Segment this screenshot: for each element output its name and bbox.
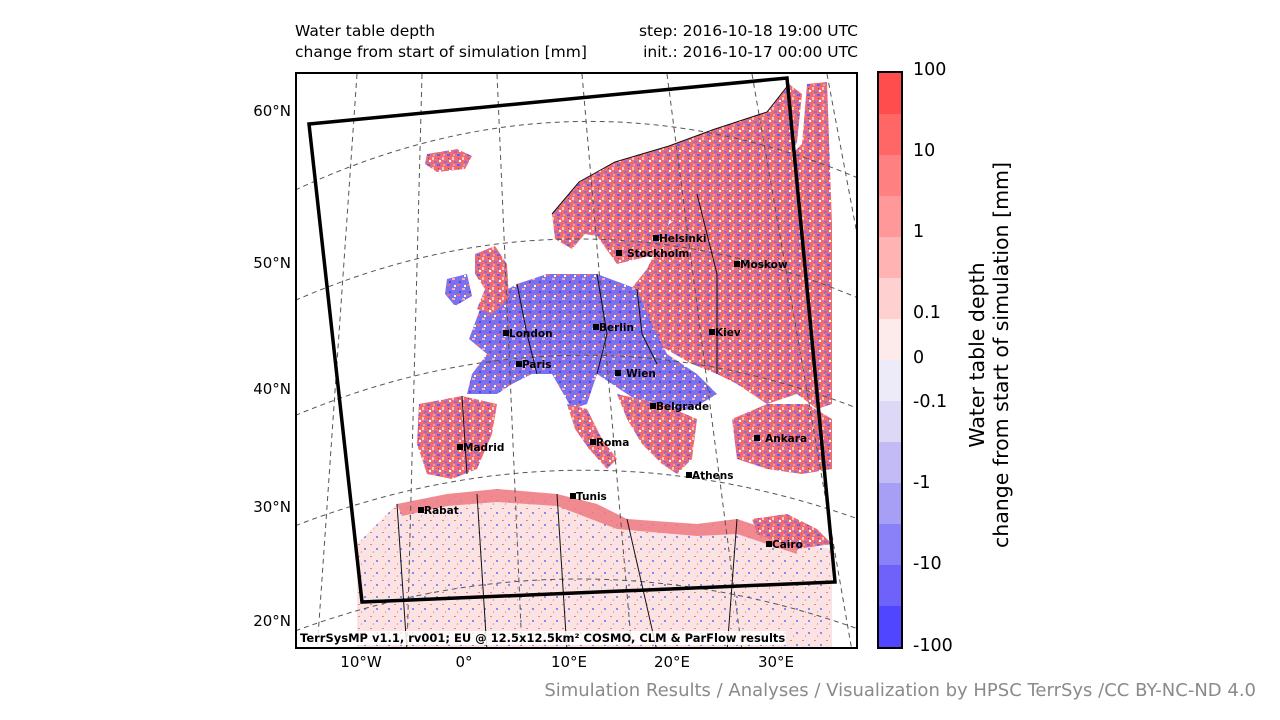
- colorbar-segment: [879, 401, 901, 442]
- lat-label-20n: 20°N: [253, 612, 291, 630]
- map-title: Water table depth change from start of s…: [295, 21, 587, 63]
- map-title-line2: change from start of simulation [mm]: [295, 43, 587, 61]
- model-domain-boundary: [307, 76, 837, 604]
- map-panel[interactable]: Helsinki Stockholm Moskow London Berlin …: [295, 72, 858, 649]
- colorbar-tick-label: 1: [913, 222, 925, 242]
- lat-label-30n: 30°N: [253, 498, 291, 516]
- city-marker-kiev[interactable]: Kiev: [709, 321, 741, 340]
- init-time: init.: 2016-10-17 00:00 UTC: [643, 43, 858, 61]
- colorbar-segment: [879, 196, 901, 237]
- europe-map: [297, 74, 856, 647]
- step-time: step: 2016-10-18 19:00 UTC: [638, 22, 858, 40]
- city-label: Paris: [522, 359, 552, 371]
- city-marker-helsinki[interactable]: Helsinki: [653, 227, 706, 246]
- britain-landmass: [475, 246, 509, 314]
- colorbar-tick-label: -100: [913, 636, 953, 656]
- city-label: London: [509, 328, 553, 340]
- colorbar-segment: [879, 606, 901, 647]
- balkans-landmass: [617, 394, 697, 474]
- colorbar-segment: [879, 319, 901, 360]
- lat-label-60n: 60°N: [253, 102, 291, 120]
- city-label: Rabat: [424, 505, 459, 517]
- city-marker-moskow[interactable]: Moskow: [734, 253, 788, 272]
- italy-landmass: [567, 404, 617, 469]
- lon-label-30e: 30°E: [757, 653, 795, 671]
- colorbar-tick-label: -1: [913, 473, 931, 493]
- colorbar-tick-label: 100: [913, 60, 947, 80]
- city-label: Wien: [626, 368, 656, 380]
- city-label: Roma: [596, 437, 630, 449]
- city-label: Belgrade: [656, 401, 710, 413]
- colorbar-title-line2: change from start of simulation [mm]: [989, 161, 1013, 549]
- city-marker-berlin[interactable]: Berlin: [593, 316, 634, 335]
- anatomia-landmass: [732, 404, 832, 474]
- colorbar-tick-label: 10: [913, 141, 936, 161]
- footer-credit: Simulation Results / Analyses / Visualiz…: [544, 680, 1256, 701]
- city-label: Kiev: [715, 327, 741, 339]
- city-label: Stockholm: [627, 248, 690, 260]
- model-credit: TerrSysMP v1.1, rv001; EU @ 12.5x12.5km²…: [299, 631, 787, 645]
- land-areas: [357, 82, 832, 647]
- city-label: Moskow: [740, 259, 788, 271]
- city-marker-madrid[interactable]: Madrid: [457, 436, 504, 455]
- city-marker-ankara[interactable]: Ankara: [754, 427, 807, 446]
- iceland-landmass: [425, 149, 472, 172]
- city-label: Helsinki: [659, 233, 707, 245]
- colorbar-tick-label: 0: [913, 348, 925, 368]
- colorbar-segment: [879, 442, 901, 483]
- north-africa-coast-band: [397, 489, 797, 554]
- iberia-landmass: [417, 396, 497, 479]
- lon-label-10w: 10°W: [340, 653, 382, 671]
- colorbar-segment: [879, 114, 901, 155]
- colorbar-segment: [879, 483, 901, 524]
- city-label: Berlin: [599, 322, 634, 334]
- central-europe-landmass: [467, 274, 717, 414]
- city-label: Cairo: [772, 539, 803, 551]
- city-label: Athens: [692, 470, 734, 482]
- city-label: Tunis: [576, 491, 607, 503]
- colorbar-segment: [879, 565, 901, 606]
- lat-label-50n: 50°N: [253, 254, 291, 272]
- lon-label-0: 0°: [455, 653, 473, 671]
- city-marker-london[interactable]: London: [503, 322, 553, 341]
- colorbar-segment: [879, 73, 901, 114]
- scandinavia-landmass: [552, 84, 802, 264]
- eastern-europe-landmass: [627, 82, 832, 409]
- city-marker-stockholm[interactable]: Stockholm: [616, 242, 689, 261]
- lon-label-10e: 10°E: [550, 653, 588, 671]
- nile-delta-landmass: [752, 514, 832, 549]
- colorbar-tick-label: -0.1: [913, 392, 948, 412]
- city-marker-cairo[interactable]: Cairo: [766, 533, 803, 552]
- colorbar-title-line1: Water table depth: [965, 262, 989, 448]
- city-marker-paris[interactable]: Paris: [516, 353, 552, 372]
- colorbar: [877, 71, 903, 649]
- city-marker-roma[interactable]: Roma: [590, 431, 629, 450]
- city-marker-rabat[interactable]: Rabat: [418, 499, 459, 518]
- map-title-line1: Water table depth: [295, 22, 436, 40]
- city-marker-athens[interactable]: Athens: [686, 464, 733, 483]
- colorbar-segment: [879, 237, 901, 278]
- ireland-landmass: [445, 274, 472, 306]
- city-marker-wien[interactable]: Wien: [615, 362, 656, 381]
- city-label: Ankara: [765, 433, 808, 445]
- colorbar-segment: [879, 524, 901, 565]
- colorbar-tick-label: 0.1: [913, 303, 941, 323]
- city-marker-tunis[interactable]: Tunis: [570, 485, 607, 504]
- country-borders: [396, 83, 790, 647]
- colorbar-segment: [879, 360, 901, 401]
- colorbar-segment: [879, 155, 901, 196]
- colorbar-title: Water table depth change from start of s…: [965, 140, 1013, 570]
- city-marker-belgrade[interactable]: Belgrade: [650, 395, 709, 414]
- colorbar-segment: [879, 278, 901, 319]
- lon-label-20e: 20°E: [653, 653, 691, 671]
- lat-label-40n: 40°N: [253, 380, 291, 398]
- colorbar-tick-label: -10: [913, 554, 942, 574]
- map-timestamp: step: 2016-10-18 19:00 UTC init.: 2016-1…: [560, 21, 858, 63]
- city-label: Madrid: [463, 442, 505, 454]
